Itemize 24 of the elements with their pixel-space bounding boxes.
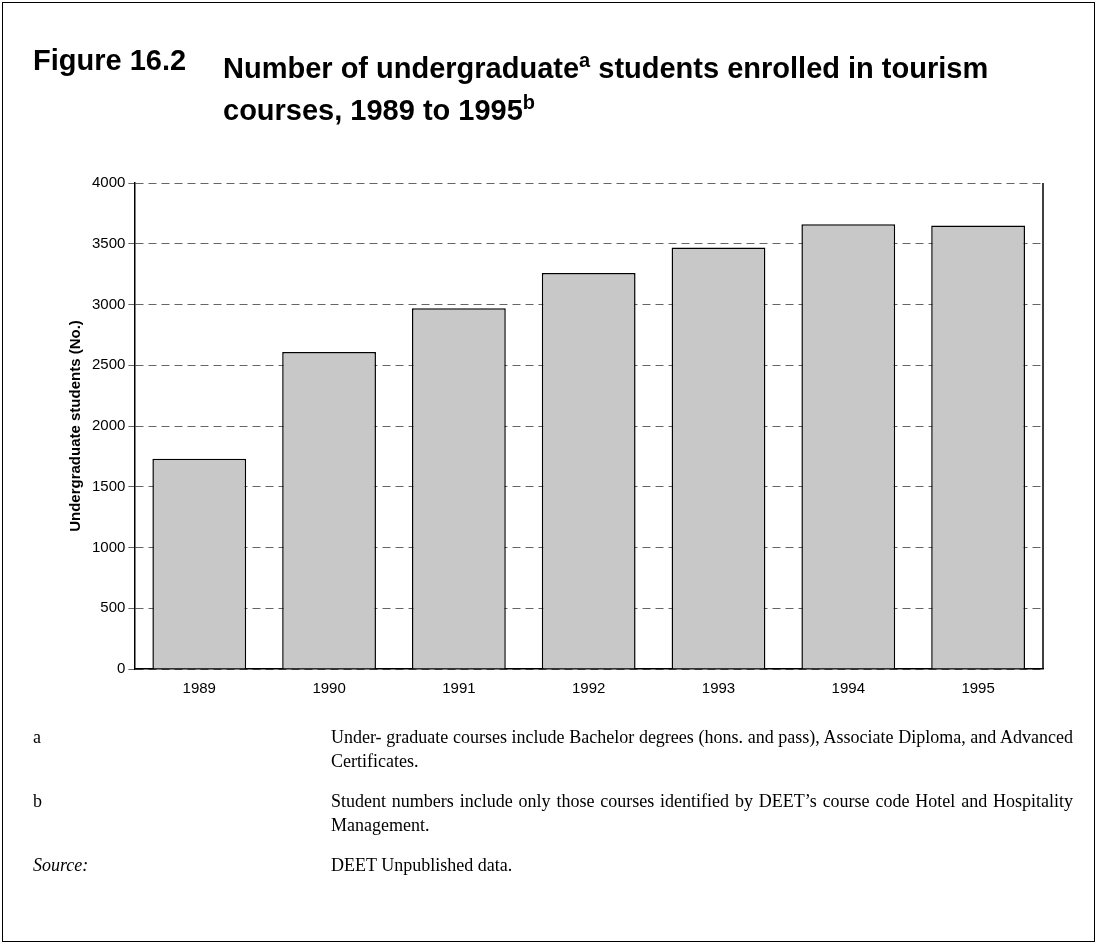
y-tick-label: 3000 xyxy=(91,294,126,312)
text: b xyxy=(33,790,43,813)
x-tick-label: 1990 xyxy=(312,679,346,697)
x-tick-label: 1992 xyxy=(572,679,606,697)
y-axis-title: Undergraduate students (No.) xyxy=(66,320,84,532)
text: Under- graduate courses include Bachelor degrees (hons. and pass), Associate Diploma, and Advanced Certificates. xyxy=(331,726,1073,773)
y-tick-label: 1000 xyxy=(91,537,126,555)
text: DEET Unpublished data. xyxy=(331,854,514,877)
x-tick-label: 1994 xyxy=(831,679,865,697)
y-tick-label: 2500 xyxy=(91,355,126,373)
x-tick-label: 1991 xyxy=(442,679,476,697)
chart-title: Figure 16.2 Number of undergraduate$^{a}$ students enrolled in tourism courses, 1989 to 1995$^{b}$ xyxy=(33,44,989,126)
y-tick-label: 3500 xyxy=(91,233,126,251)
x-tick-label: 1995 xyxy=(961,679,995,697)
y-tick-label: 500 xyxy=(100,598,126,616)
x-tick-label: 1993 xyxy=(701,679,736,697)
text: a xyxy=(33,726,42,749)
x-tick-label: 1989 xyxy=(182,679,216,697)
text: Student numbers include only those courses identified by DEET’s course code Hotel and Hospitality Management. xyxy=(331,790,1073,837)
source-note: Source: xyxy=(33,854,90,877)
y-tick-label: 4000 xyxy=(91,173,126,191)
y-tick-label: 2000 xyxy=(91,416,126,434)
y-tick-label: 0 xyxy=(117,659,126,677)
y-tick-label: 1500 xyxy=(91,476,126,494)
